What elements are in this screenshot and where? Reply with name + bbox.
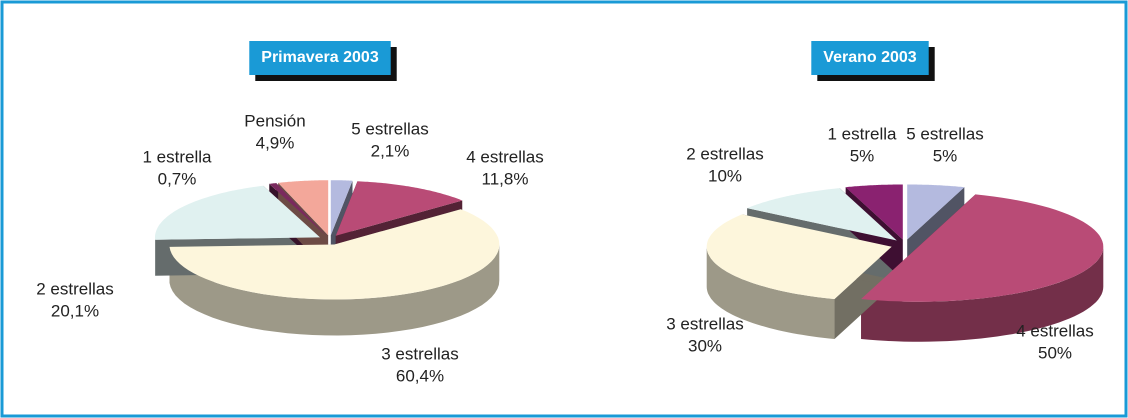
slice-value-label: 20,1% [51,301,99,320]
slice [330,180,353,236]
slice-value-label: 2,1% [371,141,410,160]
title-box [249,41,391,75]
slice-label: 3 estrellas [381,344,458,363]
slice [861,194,1104,302]
slice [169,209,500,300]
slice-value-label: 30% [688,336,722,355]
slice-label: Pensión [244,111,305,130]
slice-label: 5 estrellas [351,119,428,138]
slice-value-label: 5% [933,146,958,165]
slice-label: 4 estrellas [466,147,543,166]
slice-label: 1 estrella [143,147,213,166]
chart-title: Primavera 2003 [261,49,379,66]
slice-value-label: 4,9% [256,133,295,152]
slice [747,188,897,241]
slice [155,185,321,240]
slice-side [861,246,1104,342]
chart-title: Verano 2003 [823,49,917,66]
slice-label: 1 estrella [828,124,898,143]
slice-value-label: 60,4% [396,366,444,385]
slice [907,184,965,240]
slice-value-label: 50% [1038,343,1072,362]
slice-label: 5 estrellas [906,124,983,143]
slice-label: 3 estrellas [666,314,743,333]
slice-label: 2 estrellas [686,144,763,163]
slice-value-label: 10% [708,166,742,185]
slice-value-label: 5% [850,146,875,165]
slice [278,180,329,236]
slice-side [169,244,500,336]
slice [706,214,892,299]
slice-label: 2 estrellas [36,279,113,298]
slice [269,183,327,236]
title-box [811,41,929,75]
slice [845,184,903,240]
slice-value-label: 11,8% [482,169,529,188]
slice-label: 4 estrellas [1016,321,1093,340]
slice-side [706,246,835,339]
slice-value-label: 0,7% [158,169,197,188]
slice [335,181,463,236]
